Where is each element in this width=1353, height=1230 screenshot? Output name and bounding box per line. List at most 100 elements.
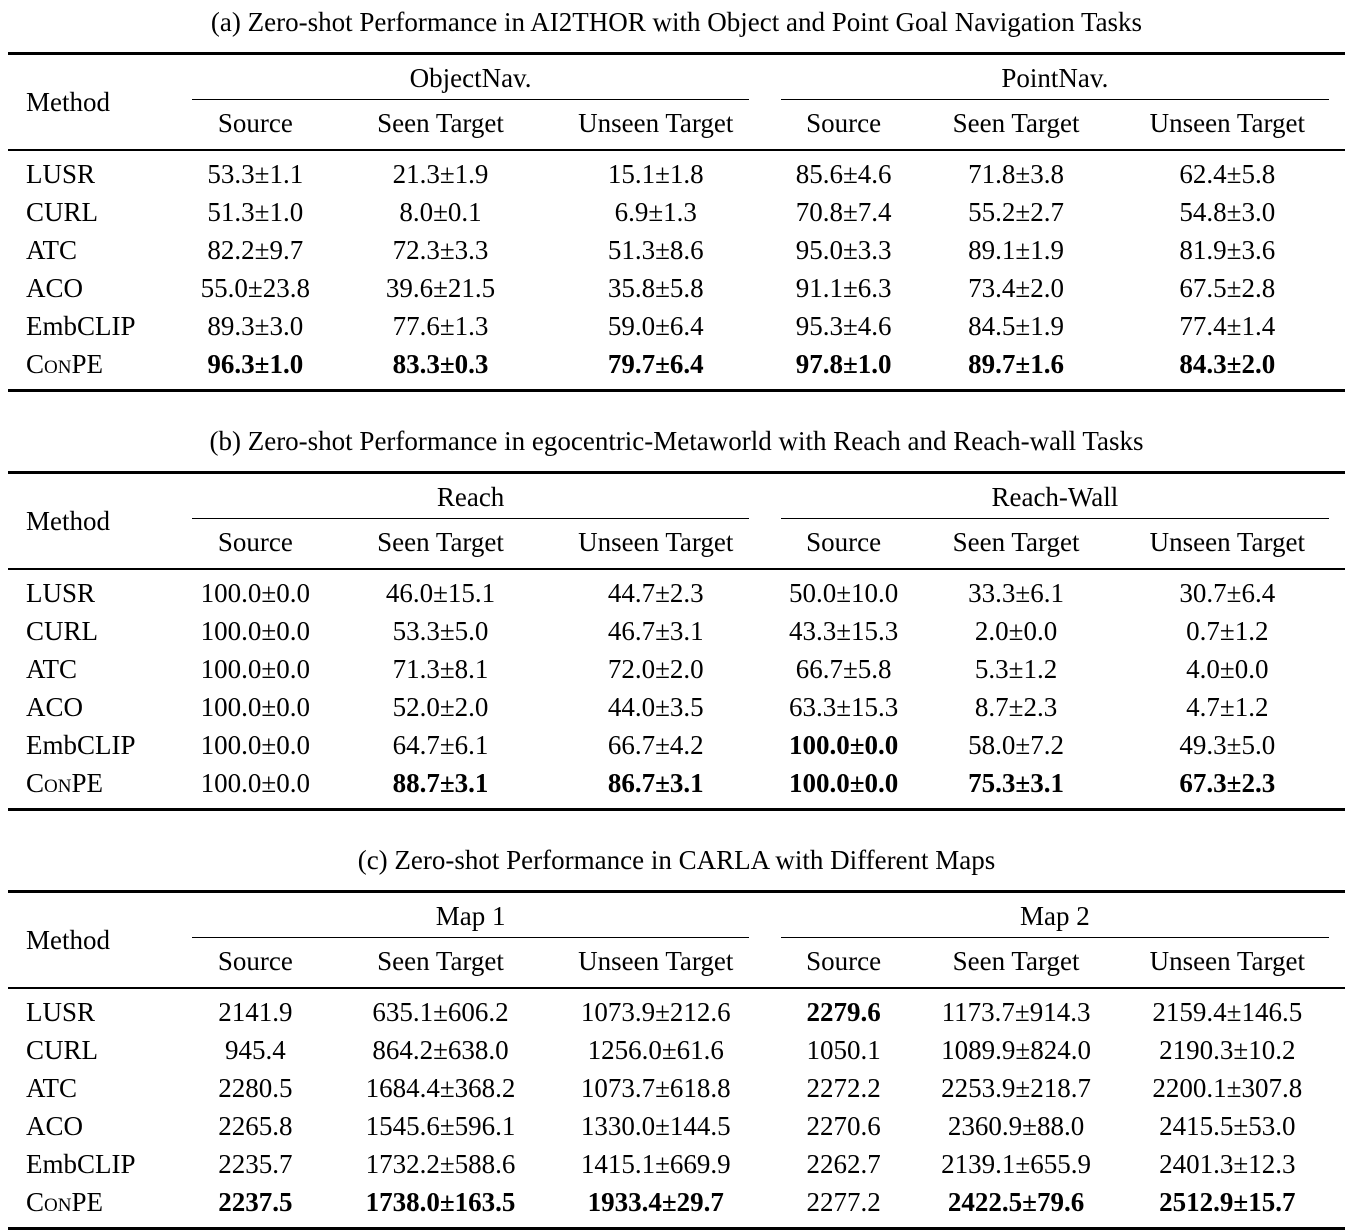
value-cell: 66.7±4.2 [607,730,704,760]
value-cell: 58.0±7.2 [968,730,1064,760]
value-cell: 1073.7±618.8 [580,1073,731,1103]
value-cell: 100.0±0.0 [200,578,310,608]
value-cell: 1732.2±588.6 [365,1149,516,1179]
value-cell: 86.7±3.1 [607,768,704,798]
value-cell: 2415.5±53.0 [1159,1111,1296,1141]
value-cell: 15.1±1.8 [607,159,704,189]
group-label: ObjectNav. [409,63,532,93]
value-cell: 100.0±0.0 [788,730,899,760]
subheader-unseen-target: Unseen Target [1109,519,1345,570]
value-cell: 2272.2 [806,1073,881,1103]
group-label: Reach-Wall [991,482,1119,512]
value-cell: 21.3±1.9 [392,159,489,189]
table-a-body: LUSR 53.3±1.1 21.3±1.9 15.1±1.8 85.6±4.6 71.8… [8,150,1345,391]
value-cell: 43.3±15.3 [788,616,899,646]
value-cell: 77.4±1.4 [1179,311,1276,341]
method-cell: ConPE [26,1187,103,1217]
value-cell: 2512.9±15.7 [1159,1187,1296,1217]
value-cell: 2141.9 [218,997,293,1027]
table-row: EmbCLIP 2235.7 1732.2±588.6 1415.1±669.9 226… [8,1146,1345,1184]
value-cell: 100.0±0.0 [788,768,899,798]
value-cell: 50.0±10.0 [788,578,899,608]
value-cell: 8.7±2.3 [974,692,1058,722]
method-cell: ConPE [26,768,103,798]
value-cell: 1933.4±29.7 [587,1187,724,1217]
value-cell: 1173.7±914.3 [941,997,1091,1027]
value-cell: 2360.9±88.0 [947,1111,1085,1141]
group-label: Map 1 [435,901,506,931]
method-cell: EmbCLIP [26,1149,136,1179]
subheader-source: Source [764,938,923,989]
table-row: ACO 55.0±23.8 39.6±21.5 35.8±5.8 91.1±6.3 73.… [8,270,1345,308]
group-label: Reach [436,482,505,512]
subheader-unseen-target: Unseen Target [546,100,765,151]
subheader-source: Source [176,519,335,570]
group-header-reach-wall: Reach-Wall [765,473,1345,519]
value-cell: 75.3±3.1 [968,768,1064,798]
value-cell: 35.8±5.8 [607,273,704,303]
table-row: ConPE 100.0±0.0 88.7±3.1 86.7±3.1 100.0±0.0 7… [8,765,1345,810]
method-cell: ATC [26,235,78,265]
value-cell: 63.3±15.3 [788,692,899,722]
subheader-source: Source [764,519,923,570]
table-b: Method Reach Reach-Wall Source Seen Targ… [8,471,1345,811]
value-cell: 2190.3±10.2 [1159,1035,1296,1065]
table-row: ATC 100.0±0.0 71.3±8.1 72.0±2.0 66.7±5.8 5.3±… [8,651,1345,689]
table-row: LUSR 2141.9 635.1±606.2 1073.9±212.6 2279.6 1… [8,988,1345,1032]
table-row: ATC 2280.5 1684.4±368.2 1073.7±618.8 2272.2 2… [8,1070,1345,1108]
value-cell: 70.8±7.4 [795,197,892,227]
subheader-seen-target: Seen Target [922,519,1110,570]
value-cell: 67.3±2.3 [1179,768,1276,798]
cmidrule [780,937,1329,938]
table-row: ConPE 2237.5 1738.0±163.5 1933.4±29.7 2277.2… [8,1184,1345,1229]
value-cell: 100.0±0.0 [200,730,310,760]
table-row: CURL 945.4 864.2±638.0 1256.0±61.6 1050.1 108… [8,1032,1345,1070]
subheader-seen-target: Seen Target [334,519,547,570]
method-cell: ATC [26,1073,78,1103]
table-a: Method ObjectNav. PointNav. Source Seen … [8,52,1345,392]
value-cell: 84.3±2.0 [1179,349,1276,379]
value-cell: 53.3±1.1 [207,159,304,189]
value-cell: 83.3±0.3 [392,349,489,379]
value-cell: 4.7±1.2 [1186,692,1269,722]
value-cell: 635.1±606.2 [372,997,509,1027]
value-cell: 100.0±0.0 [200,616,310,646]
subheader-unseen-target: Unseen Target [1109,100,1345,151]
value-cell: 2.0±0.0 [974,616,1058,646]
value-cell: 64.7±6.1 [392,730,489,760]
method-cell: ConPE [26,349,103,379]
table-row: EmbCLIP 89.3±3.0 77.6±1.3 59.0±6.4 95.3±4.6 8… [8,308,1345,346]
table-b-caption: (b) Zero-shot Performance in egocentric-… [209,426,1144,456]
value-cell: 39.6±21.5 [385,273,496,303]
value-cell: 2139.1±655.9 [941,1149,1091,1179]
value-cell: 53.3±5.0 [392,616,489,646]
value-cell: 44.7±2.3 [607,578,704,608]
value-cell: 71.8±3.8 [968,159,1064,189]
subheader-unseen-target: Unseen Target [546,519,765,570]
value-cell: 2159.4±146.5 [1152,997,1303,1027]
cmidrule [192,99,749,100]
table-row: ATC 82.2±9.7 72.3±3.3 51.3±8.6 95.0±3.3 89.1±… [8,232,1345,270]
method-cell: ACO [26,1111,84,1141]
value-cell: 89.3±3.0 [207,311,304,341]
cmidrule [192,937,749,938]
value-cell: 1545.6±596.1 [365,1111,516,1141]
value-cell: 2277.2 [806,1187,881,1217]
value-cell: 5.3±1.2 [974,654,1058,684]
cmidrule [780,99,1329,100]
value-cell: 73.4±2.0 [968,273,1064,303]
method-header: Method [8,472,177,570]
value-cell: 1415.1±669.9 [580,1149,731,1179]
table-row: LUSR 53.3±1.1 21.3±1.9 15.1±1.8 85.6±4.6 71.8… [8,150,1345,194]
method-cell: EmbCLIP [26,730,136,760]
value-cell: 2200.1±307.8 [1152,1073,1303,1103]
table-b-body: LUSR 100.0±0.0 46.0±15.1 44.7±2.3 50.0±10.0 3… [8,569,1345,810]
value-cell: 88.7±3.1 [392,768,489,798]
value-cell: 95.0±3.3 [795,235,892,265]
table-row: CURL 100.0±0.0 53.3±5.0 46.7±3.1 43.3±15.3 2.… [8,613,1345,651]
cmidrule [192,518,749,519]
table-c-caption: (c) Zero-shot Performance in CARLA with … [357,845,996,875]
table-row: ConPE 96.3±1.0 83.3±0.3 79.7±6.4 97.8±1.0 89.… [8,346,1345,391]
value-cell: 46.7±3.1 [607,616,704,646]
value-cell: 54.8±3.0 [1179,197,1276,227]
